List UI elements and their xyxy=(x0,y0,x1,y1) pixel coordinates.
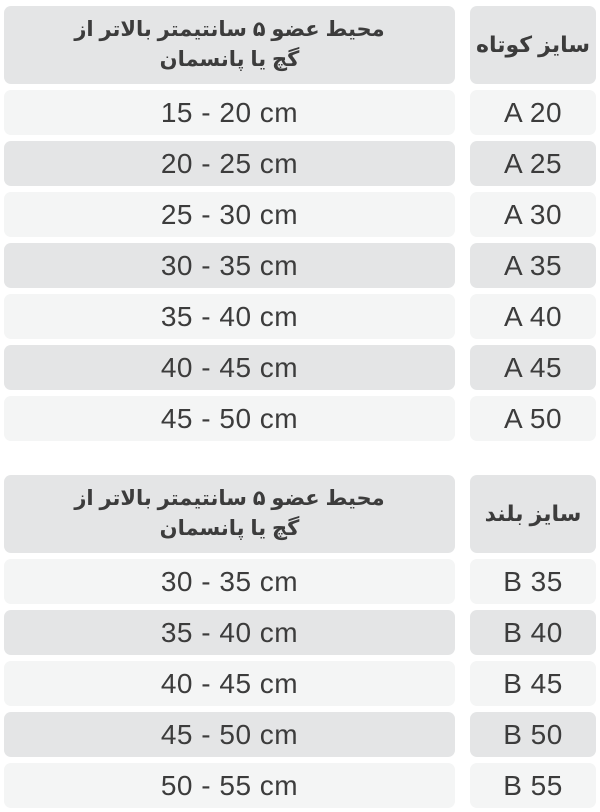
size-header-cell: سایز کوتاه xyxy=(470,6,596,84)
measurement-header-cell: محیط عضو ۵ سانتیمتر بالاتر از گچ یا پانس… xyxy=(4,475,455,553)
measurement-range-cell: 30 - 35 cm xyxy=(4,243,455,288)
table-row: 40 - 45 cm B 45 xyxy=(4,661,596,706)
measurement-range-cell: 50 - 55 cm xyxy=(4,763,455,808)
table-row: 25 - 30 cm A 30 xyxy=(4,192,596,237)
measurement-range-cell: 30 - 35 cm xyxy=(4,559,455,604)
measurement-range-cell: 45 - 50 cm xyxy=(4,712,455,757)
table-row: 45 - 50 cm A 50 xyxy=(4,396,596,441)
table-row: 35 - 40 cm B 40 xyxy=(4,610,596,655)
size-code-cell: A 40 xyxy=(470,294,596,339)
size-code-cell: A 35 xyxy=(470,243,596,288)
table-row: 45 - 50 cm B 50 xyxy=(4,712,596,757)
size-code-cell: A 30 xyxy=(470,192,596,237)
measurement-range-cell: 25 - 30 cm xyxy=(4,192,455,237)
size-code-cell: B 50 xyxy=(470,712,596,757)
measurement-range-cell: 40 - 45 cm xyxy=(4,345,455,390)
table-row: 30 - 35 cm A 35 xyxy=(4,243,596,288)
table-row: 15 - 20 cm A 20 xyxy=(4,90,596,135)
size-code-cell: A 50 xyxy=(470,396,596,441)
size-code-cell: B 35 xyxy=(470,559,596,604)
measurement-range-cell: 20 - 25 cm xyxy=(4,141,455,186)
table-row: 30 - 35 cm B 35 xyxy=(4,559,596,604)
long-size-table: محیط عضو ۵ سانتیمتر بالاتر از گچ یا پانس… xyxy=(4,475,596,808)
size-header-cell: سایز بلند xyxy=(470,475,596,553)
size-code-cell: B 55 xyxy=(470,763,596,808)
size-code-cell: A 45 xyxy=(470,345,596,390)
table-row: 40 - 45 cm A 45 xyxy=(4,345,596,390)
measurement-range-cell: 40 - 45 cm xyxy=(4,661,455,706)
measurement-range-cell: 15 - 20 cm xyxy=(4,90,455,135)
measurement-range-cell: 45 - 50 cm xyxy=(4,396,455,441)
size-code-cell: A 25 xyxy=(470,141,596,186)
size-code-cell: B 45 xyxy=(470,661,596,706)
size-code-cell: B 40 xyxy=(470,610,596,655)
table-header-row: محیط عضو ۵ سانتیمتر بالاتر از گچ یا پانس… xyxy=(4,475,596,553)
measurement-header-cell: محیط عضو ۵ سانتیمتر بالاتر از گچ یا پانس… xyxy=(4,6,455,84)
table-header-row: محیط عضو ۵ سانتیمتر بالاتر از گچ یا پانس… xyxy=(4,6,596,84)
table-row: 50 - 55 cm B 55 xyxy=(4,763,596,808)
measurement-range-cell: 35 - 40 cm xyxy=(4,294,455,339)
size-code-cell: A 20 xyxy=(470,90,596,135)
table-row: 20 - 25 cm A 25 xyxy=(4,141,596,186)
measurement-range-cell: 35 - 40 cm xyxy=(4,610,455,655)
short-size-table: محیط عضو ۵ سانتیمتر بالاتر از گچ یا پانس… xyxy=(4,6,596,441)
table-row: 35 - 40 cm A 40 xyxy=(4,294,596,339)
